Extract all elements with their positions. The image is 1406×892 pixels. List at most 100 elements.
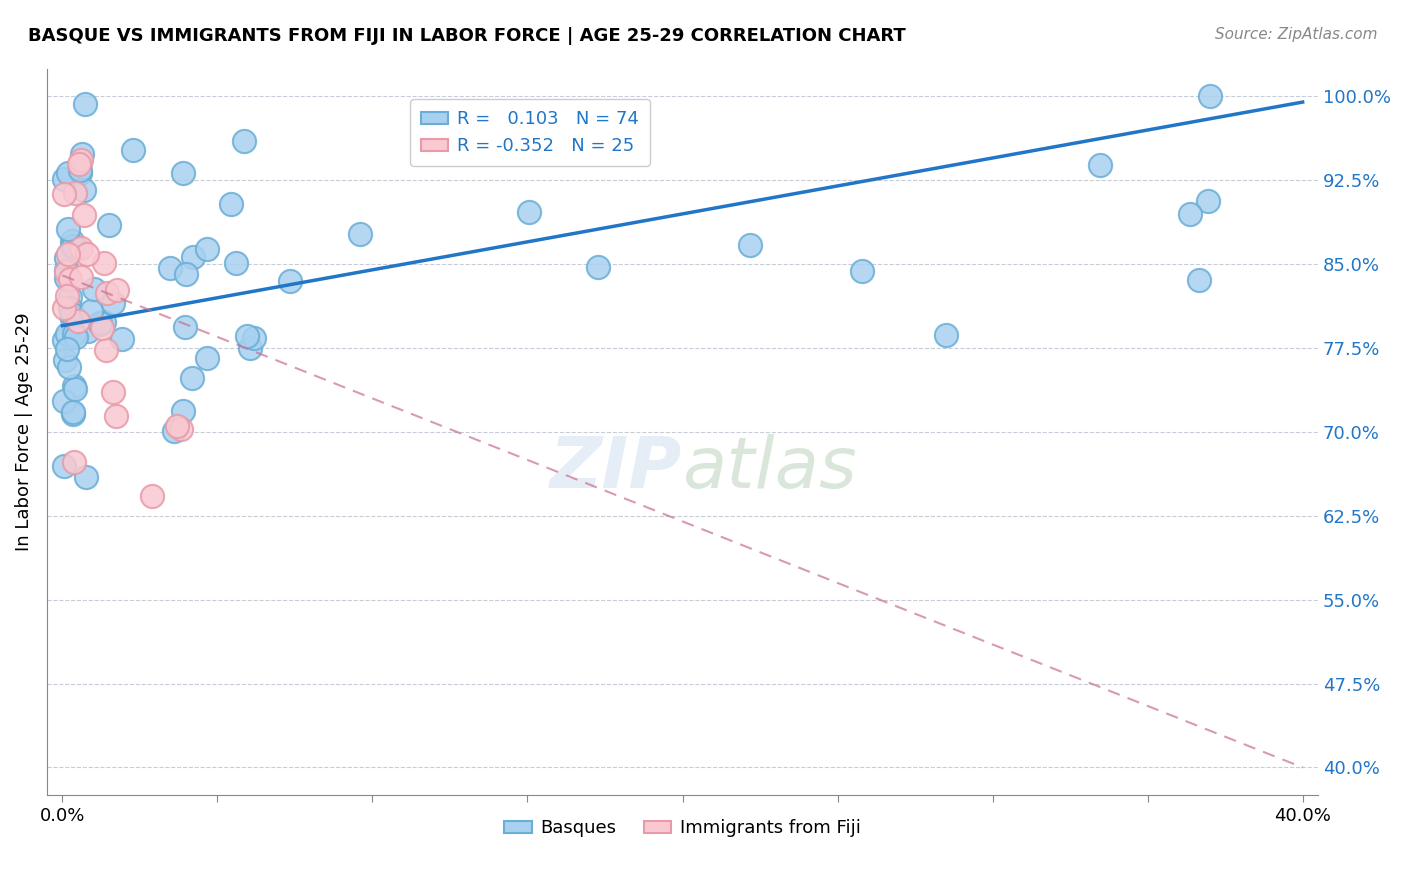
Point bbox=[62, 407, 84, 421]
Point bbox=[225, 256, 247, 270]
Point bbox=[172, 166, 194, 180]
Point bbox=[89, 316, 111, 330]
Point bbox=[586, 260, 609, 274]
Point bbox=[101, 384, 124, 399]
Point bbox=[90, 320, 112, 334]
Y-axis label: In Labor Force | Age 25-29: In Labor Force | Age 25-29 bbox=[15, 313, 32, 551]
Point bbox=[72, 147, 94, 161]
Point bbox=[73, 208, 96, 222]
Point bbox=[70, 153, 93, 168]
Point bbox=[851, 264, 873, 278]
Point bbox=[243, 331, 266, 345]
Point bbox=[170, 422, 193, 436]
Point bbox=[52, 301, 75, 315]
Point bbox=[55, 265, 77, 279]
Point bbox=[110, 332, 132, 346]
Point bbox=[67, 157, 90, 171]
Point bbox=[76, 325, 98, 339]
Point bbox=[59, 290, 82, 304]
Point bbox=[52, 394, 75, 409]
Point bbox=[52, 334, 75, 348]
Point bbox=[738, 237, 761, 252]
Point bbox=[94, 343, 117, 358]
Text: atlas: atlas bbox=[682, 434, 858, 503]
Point bbox=[65, 330, 87, 344]
Point bbox=[238, 341, 260, 355]
Point bbox=[96, 285, 118, 300]
Point bbox=[56, 289, 79, 303]
Point bbox=[103, 295, 125, 310]
Point bbox=[1088, 158, 1111, 172]
Point bbox=[52, 171, 75, 186]
Point bbox=[233, 134, 256, 148]
Point bbox=[180, 371, 202, 385]
Point bbox=[52, 459, 75, 474]
Text: Source: ZipAtlas.com: Source: ZipAtlas.com bbox=[1215, 27, 1378, 42]
Point bbox=[83, 282, 105, 296]
Point bbox=[166, 419, 188, 434]
Text: BASQUE VS IMMIGRANTS FROM FIJI IN LABOR FORCE | AGE 25-29 CORRELATION CHART: BASQUE VS IMMIGRANTS FROM FIJI IN LABOR … bbox=[28, 27, 905, 45]
Point bbox=[1178, 207, 1201, 221]
Point bbox=[56, 247, 79, 261]
Point bbox=[93, 316, 115, 330]
Point bbox=[1198, 89, 1220, 103]
Point bbox=[75, 469, 97, 483]
Point bbox=[236, 328, 259, 343]
Point bbox=[52, 187, 75, 202]
Point bbox=[60, 240, 83, 254]
Point bbox=[63, 455, 86, 469]
Point bbox=[278, 274, 301, 288]
Point bbox=[93, 255, 115, 269]
Point bbox=[174, 267, 197, 281]
Point bbox=[141, 490, 163, 504]
Point bbox=[76, 247, 98, 261]
Point bbox=[55, 263, 77, 277]
Point bbox=[1188, 273, 1211, 287]
Point bbox=[75, 97, 97, 112]
Point bbox=[1197, 194, 1219, 209]
Point bbox=[58, 222, 80, 236]
Point bbox=[79, 304, 101, 318]
Point bbox=[55, 270, 77, 285]
Point bbox=[62, 405, 84, 419]
Point bbox=[70, 241, 93, 255]
Point bbox=[69, 162, 91, 177]
Point bbox=[159, 261, 181, 276]
Point bbox=[195, 242, 218, 256]
Text: ZIP: ZIP bbox=[550, 434, 682, 503]
Point bbox=[174, 319, 197, 334]
Legend: Basques, Immigrants from Fiji: Basques, Immigrants from Fiji bbox=[498, 812, 868, 845]
Point bbox=[349, 227, 371, 242]
Point bbox=[60, 234, 83, 248]
Point bbox=[67, 314, 90, 328]
Point bbox=[935, 328, 957, 343]
Point bbox=[105, 283, 128, 297]
Point bbox=[53, 353, 76, 368]
Point bbox=[69, 165, 91, 179]
Point bbox=[73, 183, 96, 197]
Point bbox=[63, 326, 86, 341]
Point bbox=[121, 143, 143, 157]
Point bbox=[517, 205, 540, 219]
Point bbox=[63, 186, 86, 201]
Point bbox=[60, 309, 83, 323]
Point bbox=[59, 272, 82, 286]
Point bbox=[181, 250, 204, 264]
Point bbox=[56, 327, 79, 342]
Point bbox=[62, 307, 84, 321]
Point bbox=[70, 269, 93, 284]
Point bbox=[55, 251, 77, 265]
Point bbox=[97, 218, 120, 232]
Point bbox=[59, 301, 82, 316]
Point bbox=[104, 409, 127, 424]
Point bbox=[219, 197, 242, 211]
Point bbox=[56, 166, 79, 180]
Point bbox=[58, 360, 80, 375]
Point bbox=[63, 383, 86, 397]
Point bbox=[172, 404, 194, 418]
Point bbox=[56, 343, 79, 357]
Point bbox=[195, 351, 218, 365]
Point bbox=[65, 241, 87, 255]
Point bbox=[89, 318, 111, 332]
Point bbox=[63, 379, 86, 393]
